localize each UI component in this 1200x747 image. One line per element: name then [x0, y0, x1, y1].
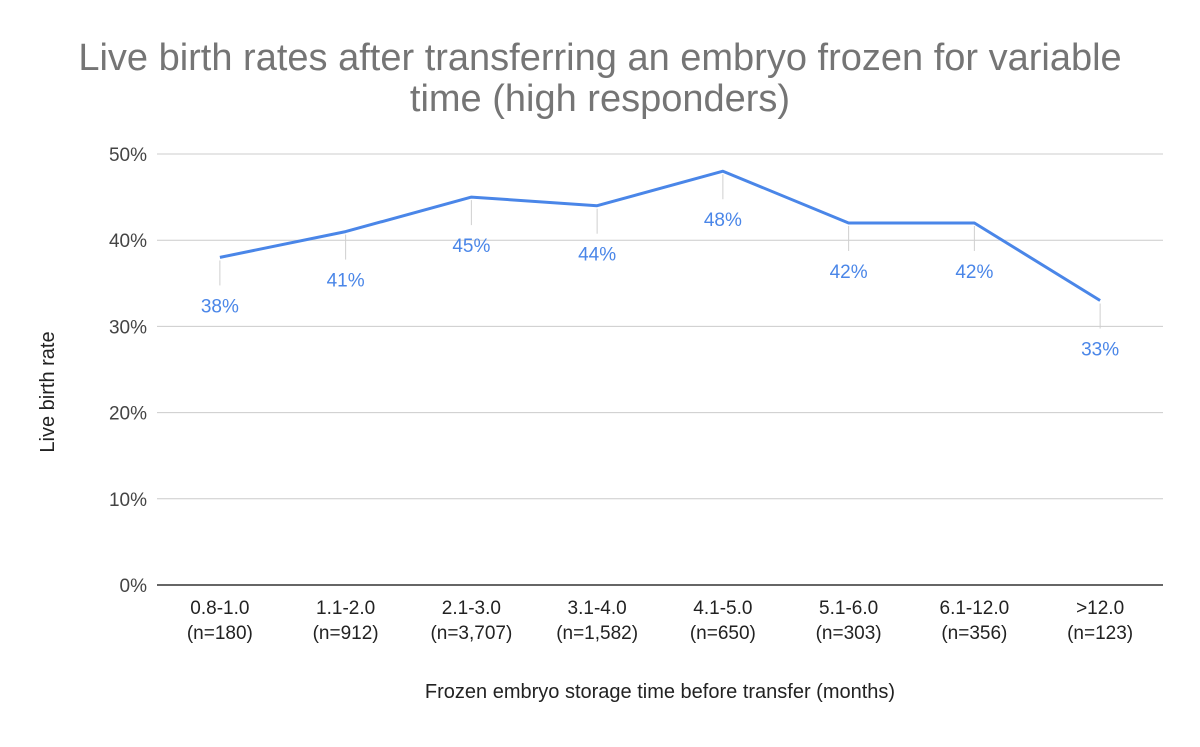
x-tick-label-range: >12.0 — [1076, 598, 1124, 619]
y-axis-title: Live birth rate — [37, 331, 59, 452]
x-tick-label-range: 4.1-5.0 — [693, 598, 752, 619]
data-labels: 38% 41% 45% 44% 48% 42% 42% 33% — [201, 210, 1119, 360]
x-tick-label-count: (n=123) — [1067, 623, 1133, 644]
x-tick-label-count: (n=3,707) — [430, 623, 512, 644]
x-tick-label-range: 1.1-2.0 — [316, 598, 375, 619]
x-axis-ticks: 0.8-1.0 (n=180) 1.1-2.0 (n=912) 2.1-3.0 (n=3,… — [187, 598, 1133, 644]
y-tick-label: 0% — [120, 576, 148, 597]
y-tick-label: 10% — [109, 490, 147, 511]
y-tick-label: 30% — [109, 317, 147, 338]
chart-title-line-2: time (high responders) — [410, 78, 790, 120]
series-line — [219, 169, 1101, 302]
x-tick-label-count: (n=180) — [187, 623, 253, 644]
data-label-leaders — [219, 174, 1101, 329]
x-tick-label-count: (n=356) — [941, 623, 1007, 644]
data-label: 42% — [830, 262, 868, 283]
x-axis-title: Frozen embryo storage time before transf… — [425, 681, 895, 703]
x-tick-label-count: (n=650) — [690, 623, 756, 644]
x-tick-label-count: (n=303) — [816, 623, 882, 644]
x-tick-label-range: 3.1-4.0 — [568, 598, 627, 619]
chart-title-line-1: Live birth rates after transferring an e… — [78, 37, 1121, 79]
x-tick-label-range: 0.8-1.0 — [190, 598, 249, 619]
y-tick-label: 50% — [109, 145, 147, 166]
x-tick-label-range: 6.1-12.0 — [940, 598, 1010, 619]
data-label: 42% — [955, 262, 993, 283]
data-label: 48% — [704, 210, 742, 231]
x-tick-label-range: 5.1-6.0 — [819, 598, 878, 619]
chart-title: Live birth rates after transferring an e… — [78, 37, 1121, 120]
data-label: 33% — [1081, 340, 1119, 361]
y-axis-ticks: 0% 10% 20% 30% 40% 50% — [109, 145, 147, 597]
data-label: 45% — [452, 236, 490, 257]
gridlines — [157, 153, 1163, 586]
data-label: 44% — [578, 245, 616, 266]
y-tick-label: 40% — [109, 231, 147, 252]
series-line-group — [219, 169, 1101, 302]
x-tick-label-range: 2.1-3.0 — [442, 598, 501, 619]
x-tick-label-count: (n=912) — [313, 623, 379, 644]
data-label: 41% — [327, 271, 365, 292]
y-tick-label: 20% — [109, 404, 147, 425]
data-label: 38% — [201, 296, 239, 317]
x-tick-label-count: (n=1,582) — [556, 623, 638, 644]
